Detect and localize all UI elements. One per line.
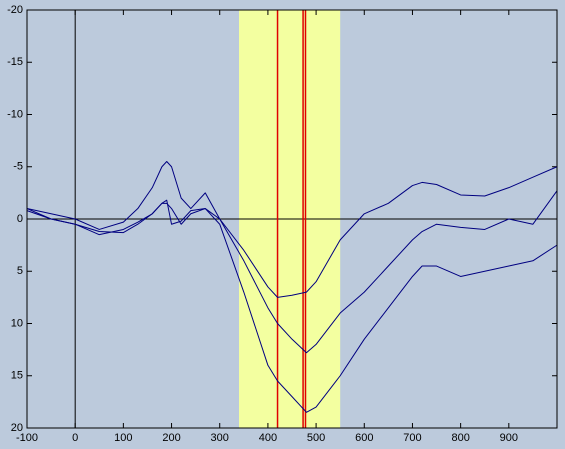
y-tick-label: 5	[17, 265, 23, 277]
x-tick-label: -100	[16, 432, 38, 444]
x-tick-label: 900	[500, 432, 518, 444]
x-tick-label: 300	[211, 432, 229, 444]
x-tick-label: 200	[162, 432, 180, 444]
y-tick-label: -5	[13, 161, 23, 173]
y-tick-label: -10	[7, 108, 23, 120]
plot-area	[26, 9, 558, 429]
x-tick-label: 400	[259, 432, 277, 444]
x-tick-label: 0	[72, 432, 78, 444]
x-tick-label: 500	[307, 432, 325, 444]
y-tick-label: 0	[17, 213, 23, 225]
y-tick-label: 15	[11, 370, 23, 382]
line-series	[26, 161, 558, 298]
y-tick-label: 10	[11, 317, 23, 329]
y-tick-label: -20	[7, 4, 23, 16]
x-tick-label: 800	[451, 432, 469, 444]
line-series	[26, 190, 558, 354]
y-tick-label: -15	[7, 56, 23, 68]
line-series	[26, 199, 558, 413]
y-tick-label: 20	[11, 422, 23, 434]
x-tick-label: 600	[355, 432, 373, 444]
x-tick-label: 100	[114, 432, 132, 444]
x-tick-label: 700	[403, 432, 421, 444]
